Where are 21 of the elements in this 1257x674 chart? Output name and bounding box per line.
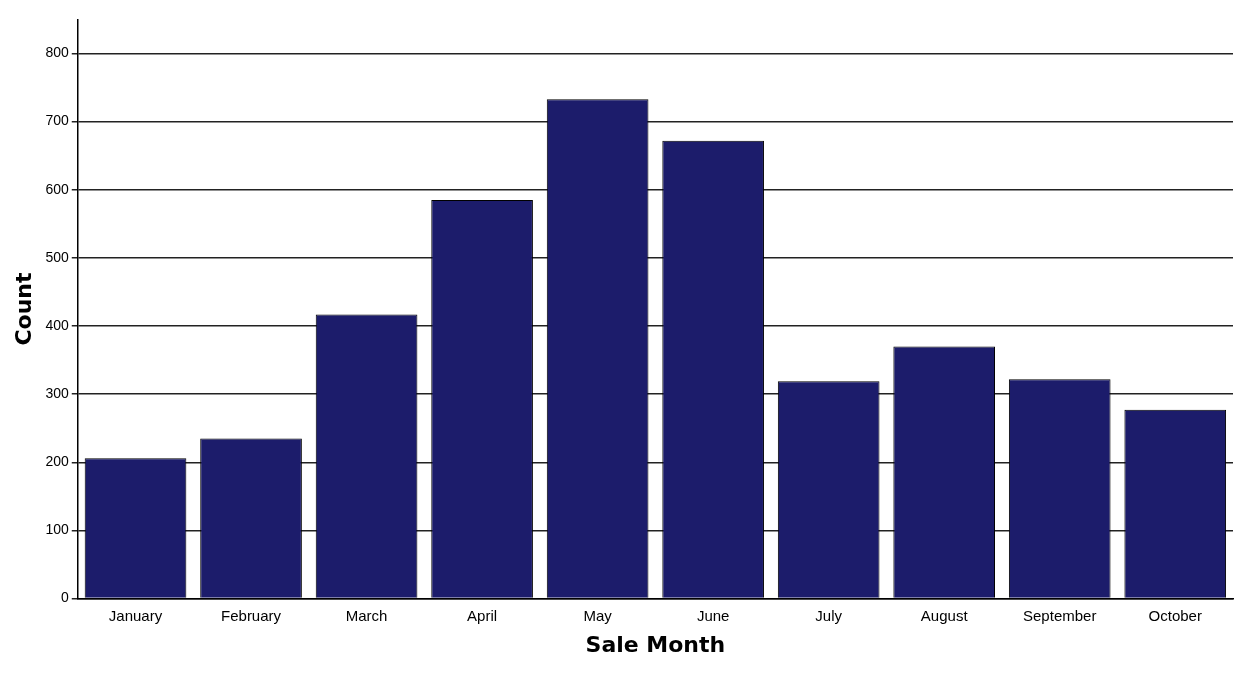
x-tick-label: January xyxy=(108,606,163,624)
x-tick-label: October xyxy=(1148,606,1202,624)
x-tick-label: September xyxy=(1023,606,1097,624)
y-tick-label: 200 xyxy=(45,453,69,470)
x-tick-label: July xyxy=(815,606,843,624)
x-tick-label: June xyxy=(696,606,730,624)
y-tick-label: 800 xyxy=(45,44,69,61)
y-tick-label: 500 xyxy=(45,248,69,265)
y-tick-label: 300 xyxy=(45,385,69,402)
x-tick-label: March xyxy=(345,606,388,624)
x-tick-label: February xyxy=(221,606,282,624)
y-axis-title: Count xyxy=(10,271,36,346)
y-tick-label: 0 xyxy=(60,589,69,606)
y-tick-label: 700 xyxy=(45,112,69,129)
x-axis-title: Sale Month xyxy=(585,631,726,657)
x-tick-label: May xyxy=(583,606,613,624)
y-tick-label: 600 xyxy=(45,180,69,197)
x-tick-label: April xyxy=(467,606,498,624)
x-tick-label: August xyxy=(920,606,969,624)
y-tick-label: 100 xyxy=(45,521,69,538)
y-tick-label: 400 xyxy=(45,316,69,333)
